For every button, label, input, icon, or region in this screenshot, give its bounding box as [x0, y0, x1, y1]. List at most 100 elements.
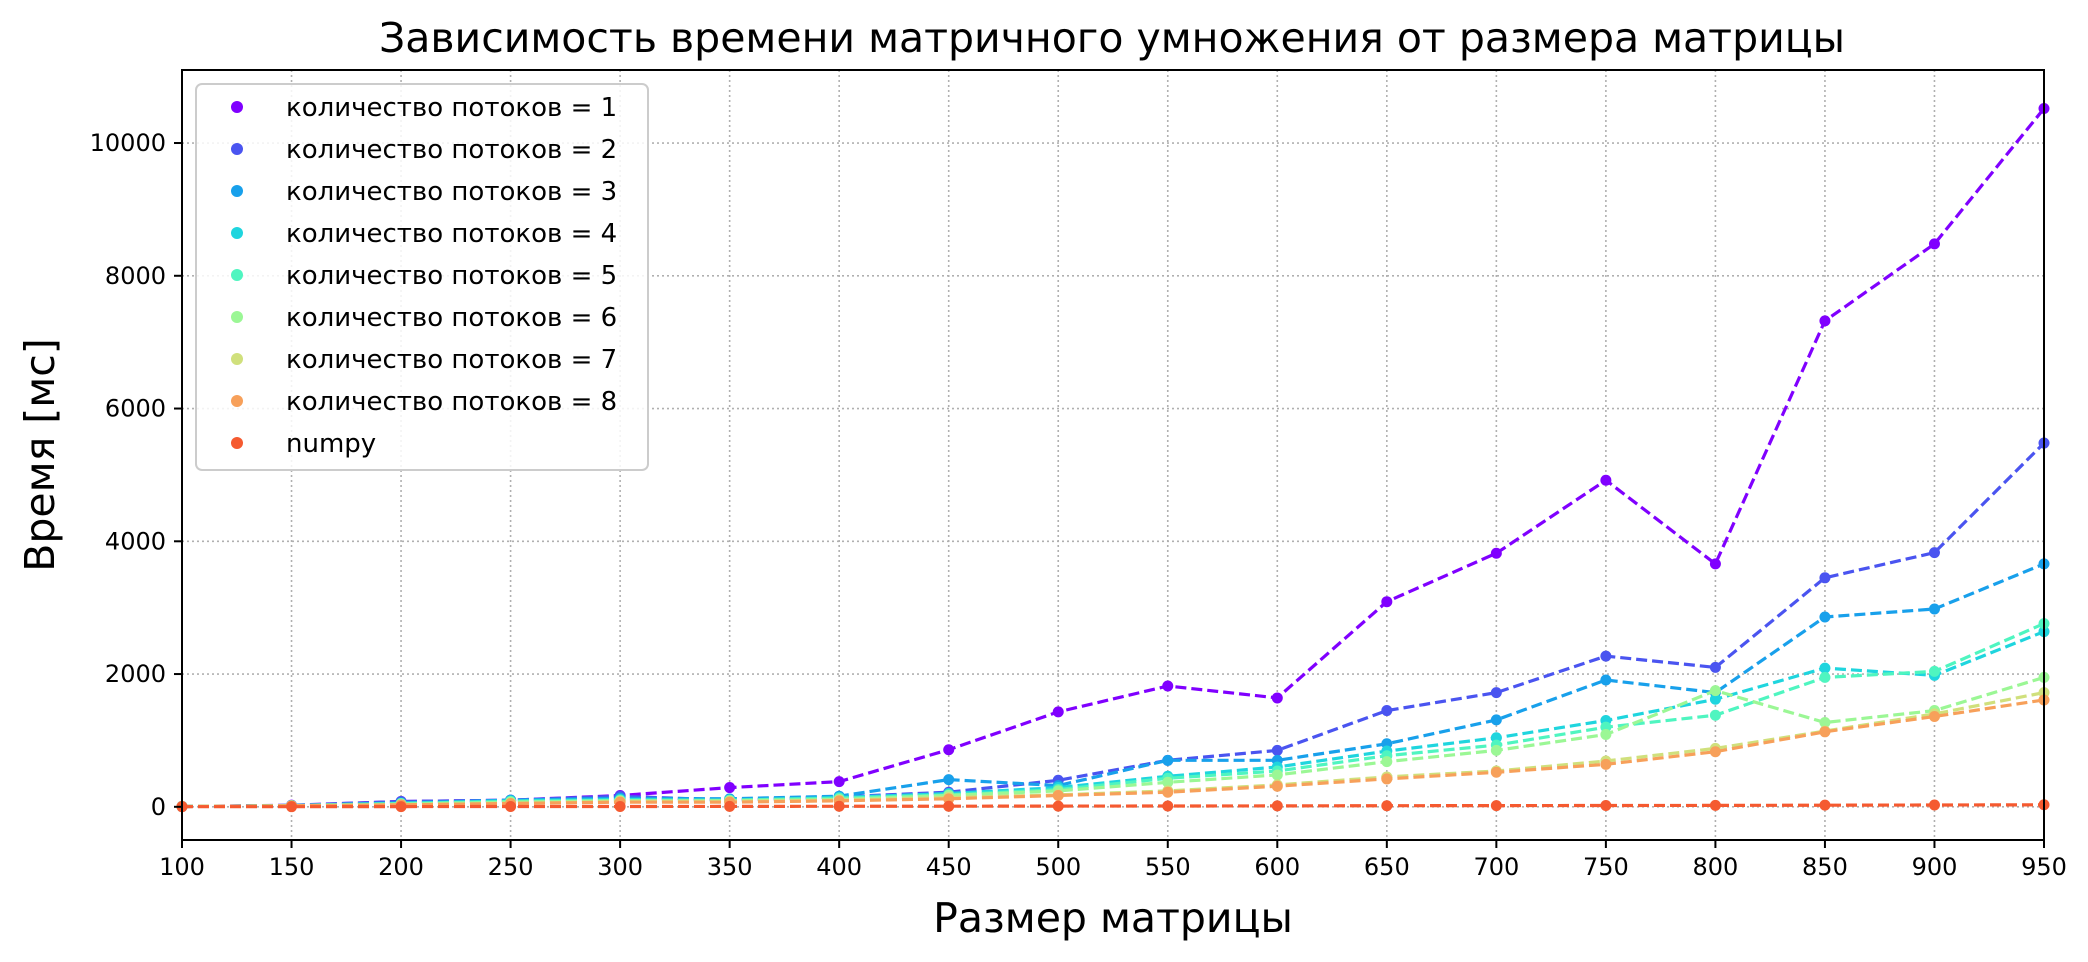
data-point — [395, 801, 407, 813]
data-point — [1271, 769, 1283, 781]
data-point — [943, 774, 955, 786]
x-tick-label: 700 — [1473, 853, 1519, 881]
data-point — [1052, 800, 1064, 812]
data-point — [1381, 756, 1393, 768]
x-tick-label: 500 — [1035, 853, 1081, 881]
x-tick-label: 250 — [488, 853, 534, 881]
legend-label: количество потоков = 1 — [286, 93, 617, 123]
data-point — [1271, 692, 1283, 704]
data-point — [1162, 776, 1174, 788]
x-tick-label: 650 — [1364, 853, 1410, 881]
data-point — [1162, 800, 1174, 812]
legend-marker — [231, 185, 243, 197]
y-tick-label: 2000 — [105, 660, 166, 688]
x-tick-label: 800 — [1693, 853, 1739, 881]
x-tick-label: 350 — [707, 853, 753, 881]
legend-marker — [231, 395, 243, 407]
data-point — [1381, 800, 1393, 812]
legend-label: количество потоков = 6 — [286, 303, 617, 333]
legend-label: количество потоков = 2 — [286, 135, 617, 165]
data-point — [1709, 693, 1721, 705]
data-point — [1928, 547, 1940, 559]
data-point — [1381, 705, 1393, 717]
data-point — [1819, 662, 1831, 674]
data-point — [1928, 711, 1940, 723]
y-axis-title: Время [мс] — [16, 338, 64, 571]
data-point — [1709, 799, 1721, 811]
axis-ticks: 100 150 200 250 300 350 400 450 500 550 600 650 700 7… — [90, 129, 2067, 881]
legend-marker — [231, 437, 243, 449]
data-point — [1600, 799, 1612, 811]
x-tick-label: 600 — [1254, 853, 1300, 881]
legend-marker — [231, 269, 243, 281]
y-tick-label: 0 — [151, 793, 166, 821]
data-point — [1819, 611, 1831, 623]
data-point — [1271, 780, 1283, 792]
data-point — [1162, 754, 1174, 766]
data-point — [1819, 717, 1831, 729]
legend-label: количество потоков = 8 — [286, 387, 617, 417]
data-point — [1928, 238, 1940, 250]
legend-marker — [231, 227, 243, 239]
data-point — [1490, 766, 1502, 778]
data-point — [1928, 603, 1940, 615]
data-point — [1381, 773, 1393, 785]
data-point — [1819, 671, 1831, 683]
data-point — [1928, 799, 1940, 811]
data-point — [833, 800, 845, 812]
data-point — [1600, 650, 1612, 662]
plot-frame — [181, 69, 2045, 841]
data-point — [1819, 315, 1831, 327]
data-point — [724, 800, 736, 812]
data-point — [1490, 800, 1502, 812]
data-point — [943, 800, 955, 812]
data-point — [1381, 596, 1393, 608]
data-point — [1600, 474, 1612, 486]
x-tick-label: 450 — [926, 853, 972, 881]
y-tick-label: 4000 — [105, 527, 166, 555]
data-point — [1600, 674, 1612, 686]
legend-label: количество потоков = 4 — [286, 219, 617, 249]
data-point — [1600, 728, 1612, 740]
x-tick-label: 300 — [597, 853, 643, 881]
data-point — [1819, 726, 1831, 738]
legend-label: количество потоков = 5 — [286, 261, 617, 291]
chart-title: Зависимость времени матричного умножения… — [379, 14, 1845, 62]
x-tick-label: 550 — [1145, 853, 1191, 881]
data-point — [1709, 709, 1721, 721]
legend-marker — [231, 311, 243, 323]
legend-marker — [231, 353, 243, 365]
data-point — [1600, 758, 1612, 770]
data-point — [1490, 687, 1502, 699]
x-tick-label: 850 — [1802, 853, 1848, 881]
data-point — [1490, 547, 1502, 559]
data-point — [1490, 744, 1502, 756]
data-point — [1162, 680, 1174, 692]
data-point — [1709, 661, 1721, 673]
x-tick-label: 750 — [1583, 853, 1629, 881]
x-tick-label: 400 — [816, 853, 862, 881]
legend-box — [195, 83, 649, 471]
legend-marker — [231, 101, 243, 113]
y-tick-label: 8000 — [105, 262, 166, 290]
y-tick-label: 6000 — [105, 395, 166, 423]
data-point — [614, 800, 626, 812]
x-tick-label: 900 — [1912, 853, 1958, 881]
data-point — [1271, 800, 1283, 812]
legend-marker — [231, 143, 243, 155]
series-group — [176, 799, 2050, 813]
data-point — [943, 744, 955, 756]
data-point — [1819, 799, 1831, 811]
data-point — [1709, 558, 1721, 570]
data-point — [1819, 572, 1831, 584]
legend-label: количество потоков = 3 — [286, 177, 617, 207]
data-point — [1052, 706, 1064, 718]
data-point — [1052, 790, 1064, 802]
data-point — [1162, 786, 1174, 798]
data-point — [1271, 744, 1283, 756]
x-tick-label: 150 — [269, 853, 315, 881]
legend-label: numpy — [286, 429, 376, 459]
data-point — [1490, 714, 1502, 726]
data-point — [833, 776, 845, 788]
